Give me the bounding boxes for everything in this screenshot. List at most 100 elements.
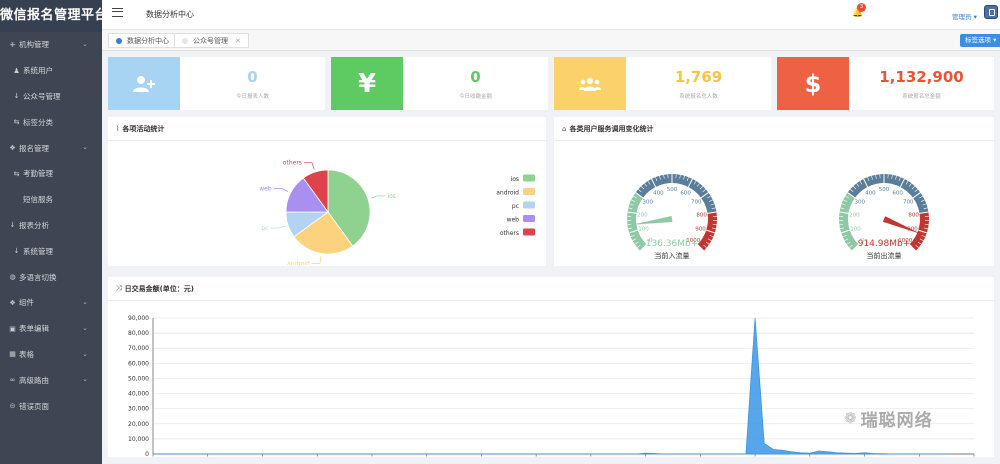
gauge-tick-label: 300 (854, 199, 865, 205)
top-header: 数据分析中心 🔔 3 管理员 ▾ (102, 0, 1000, 30)
tab-data-center[interactable]: 数据分析中心 (108, 33, 177, 48)
gauge-tick (919, 238, 924, 241)
retweet-icon: ⇆ (13, 169, 20, 178)
activity-pie-chart: ios android pc web others ios android pc web othe… (259, 160, 535, 267)
gauge-tick (699, 185, 704, 190)
sidebar-item[interactable]: 短信服务 (0, 187, 102, 213)
gauge-tick (919, 211, 929, 214)
y-tick-label: 30,000 (128, 406, 149, 413)
gauge-tick (627, 211, 637, 214)
y-tick-label: 10,000 (128, 436, 149, 443)
avatar[interactable] (984, 5, 998, 19)
gauge-label: 当前出流量 (867, 251, 902, 260)
gauge-needle (882, 216, 922, 235)
sidebar-item[interactable]: ◍ 多语言切换 (0, 264, 102, 290)
panel-title: 日交易金额(单位：元) (124, 284, 195, 293)
gauge-tick (895, 175, 897, 180)
panel-title: 各类用户服务调用变化统计 (569, 124, 654, 133)
y-tick-label: 0 (145, 451, 149, 457)
arrow-down-icon: ↓ (9, 221, 16, 230)
gauge-tick (909, 244, 917, 252)
stat-value: 0 (470, 68, 481, 86)
gauge-tick (630, 235, 635, 238)
users-icon (554, 57, 626, 110)
gauge-tick (847, 192, 856, 199)
road-icon: ∞ (9, 376, 16, 385)
users-svg (579, 77, 601, 91)
gauge-band (635, 174, 717, 214)
tab-options-button[interactable]: 标签选项 ▾ (960, 34, 1000, 47)
user-plus-svg (133, 75, 155, 92)
sidebar-item-label: 系统管理 (23, 246, 53, 256)
arrow-down-icon: ↓ (13, 92, 20, 101)
gauge-band (909, 211, 929, 251)
stat-label: 系统报名总人数 (679, 94, 718, 100)
gauge-tick-label: 500 (667, 187, 678, 193)
close-icon[interactable]: ✕ (235, 36, 241, 45)
sidebar-item[interactable]: ❖ 报名管理 ⌄ (0, 135, 102, 161)
gauge-tick (918, 229, 927, 234)
panel-header: ⌇ 各项活动统计 (108, 117, 546, 141)
chevron-down-icon: ⌄ (82, 323, 88, 332)
gauge-tick (924, 223, 929, 225)
gauge-tick (640, 185, 645, 190)
sidebar-item[interactable]: ∞ 高级路由 ⌄ (0, 367, 102, 393)
gauge-tick (920, 199, 925, 202)
sidebar-item[interactable]: ❖ 组件 ⌄ (0, 290, 102, 316)
gauge-tick (712, 223, 717, 225)
bell-icon[interactable]: 🔔 (852, 8, 864, 18)
sidebar-item[interactable]: ↓ 公众号管理 (0, 84, 102, 110)
gauge-tick (703, 244, 707, 248)
sidebar-nav: ⁜ 机构管理 ⌄ ♟ 系统用户 ↓ 公众号管理 ⇆ 标签分类 ❖ 报名管理 ⌄ ⇆ 考勤管理 短信服务 ↓ 报表… (0, 32, 102, 419)
activity-pie-panel: ⌇ 各项活动统计 ios android pc web others ios android… (108, 117, 546, 267)
gauge-tick-label: 600 (680, 190, 691, 196)
stat-card-total-amount: $ 1,132,900 系统报名总金额 (777, 57, 994, 110)
gauge-tick (908, 183, 912, 187)
gauge-value: 914.98Mb+ (858, 239, 911, 249)
user-menu[interactable]: 管理员 ▾ (952, 13, 977, 21)
gauge-tick (709, 235, 714, 238)
traffic-gauge-chart: 01002003004005006007008009001000136.36Mb… (627, 174, 929, 260)
sidebar-item[interactable]: ↓ 报表分析 (0, 213, 102, 239)
tabs-bar: 数据分析中心 公众号管理 ✕ 标签选项 ▾ (102, 30, 1000, 51)
arrow-down-icon: ↓ (13, 247, 20, 256)
gauge-tick (647, 180, 651, 185)
menu-toggle-icon[interactable] (112, 8, 123, 17)
gauge-tick (696, 183, 700, 187)
tab-dot-icon (182, 37, 188, 44)
sidebar-item[interactable]: ⊝ 错误页面 (0, 393, 102, 419)
gauge-tick (637, 244, 641, 248)
random-icon: ⤨ (116, 284, 122, 292)
gauge-tick (638, 189, 642, 193)
gauge-tick (840, 227, 845, 230)
gauge-tick (663, 174, 665, 179)
gauge-tick (871, 175, 873, 180)
tab-account-management[interactable]: 公众号管理 ✕ (174, 33, 249, 48)
gauge-tick (922, 203, 927, 206)
sidebar-item[interactable]: ⇆ 考勤管理 (0, 161, 102, 187)
sidebar-item[interactable]: ⇆ 标签分类 (0, 109, 102, 135)
legend-label: others (500, 230, 519, 237)
gauge-tick (693, 180, 697, 185)
pie-slice (302, 169, 329, 214)
gauge-tick (852, 185, 857, 190)
sidebar-item[interactable]: ↓ 系统管理 (0, 238, 102, 264)
gauge-tick (708, 199, 713, 202)
gauge-tick-label: 1000 (686, 238, 700, 244)
gauge-tick-label: 800 (908, 212, 919, 218)
sidebar-item[interactable]: ▦ 表格 ⌄ (0, 342, 102, 368)
table-icon: ▦ (9, 350, 16, 359)
gauge-tick (844, 238, 849, 241)
pie-slice (327, 169, 371, 247)
sidebar-item[interactable]: ▣ 表单编辑 ⌄ (0, 316, 102, 342)
area-series (153, 317, 947, 455)
legend-label: web (507, 217, 520, 224)
gauge-tick (851, 244, 859, 252)
tab-label: 公众号管理 (193, 36, 228, 45)
sidebar-item[interactable]: ⁜ 机构管理 ⌄ (0, 32, 102, 58)
sidebar-item-label: 标签分类 (23, 117, 53, 127)
gauge-tick (697, 244, 705, 252)
sidebar-item[interactable]: ♟ 系统用户 (0, 58, 102, 84)
gauge-tick (644, 183, 648, 187)
gauge-tick (707, 195, 711, 199)
